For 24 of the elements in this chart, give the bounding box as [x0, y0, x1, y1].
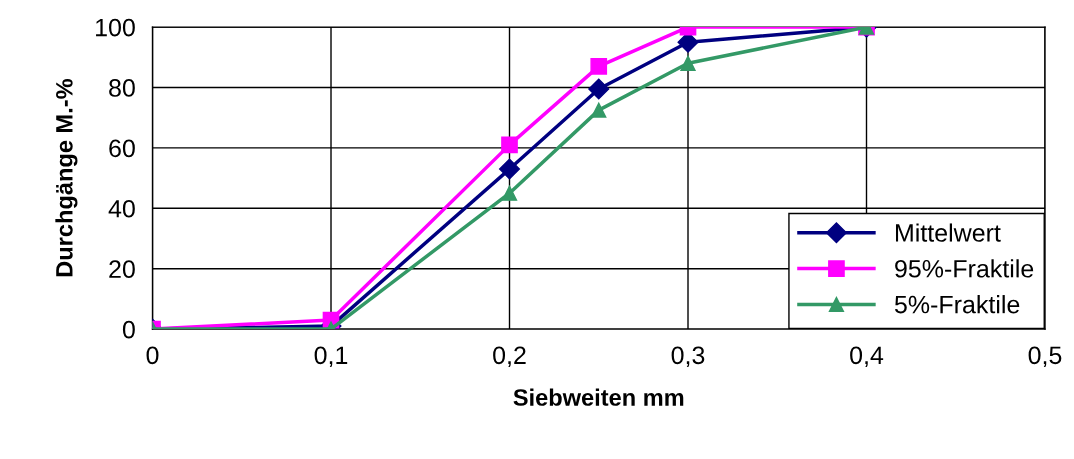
legend-label: 5%-Fraktile: [894, 295, 1020, 314]
y-tick-label: 0: [122, 320, 135, 339]
x-tick-label: 0: [146, 346, 159, 365]
y-tick-label: 20: [109, 260, 135, 278]
legend-label: 95%-Fraktile: [895, 259, 1034, 278]
point: [588, 78, 610, 100]
point: [498, 158, 521, 180]
x-axis-title: Siebweiten mm: [513, 388, 684, 406]
x-tick-label: 0,5: [1028, 346, 1062, 368]
y-tick-label: 40: [108, 199, 135, 218]
y-tick-label: 100: [96, 18, 135, 37]
x-tick-label: 0,3: [671, 346, 705, 368]
x-tick-label: 0,2: [493, 346, 526, 368]
legend-label: Mittelwert: [895, 223, 1001, 242]
point: [680, 55, 696, 71]
y-tick-label: 80: [109, 79, 135, 97]
y-axis-title: Durchgänge M.-%: [55, 79, 78, 277]
x-tick-label: 0,4: [850, 346, 884, 368]
point: [501, 136, 518, 154]
x-tick-label: 0,1: [314, 346, 348, 368]
point: [501, 185, 518, 201]
point: [590, 58, 608, 75]
point: [591, 102, 607, 118]
y-tick-label: 60: [109, 139, 135, 158]
